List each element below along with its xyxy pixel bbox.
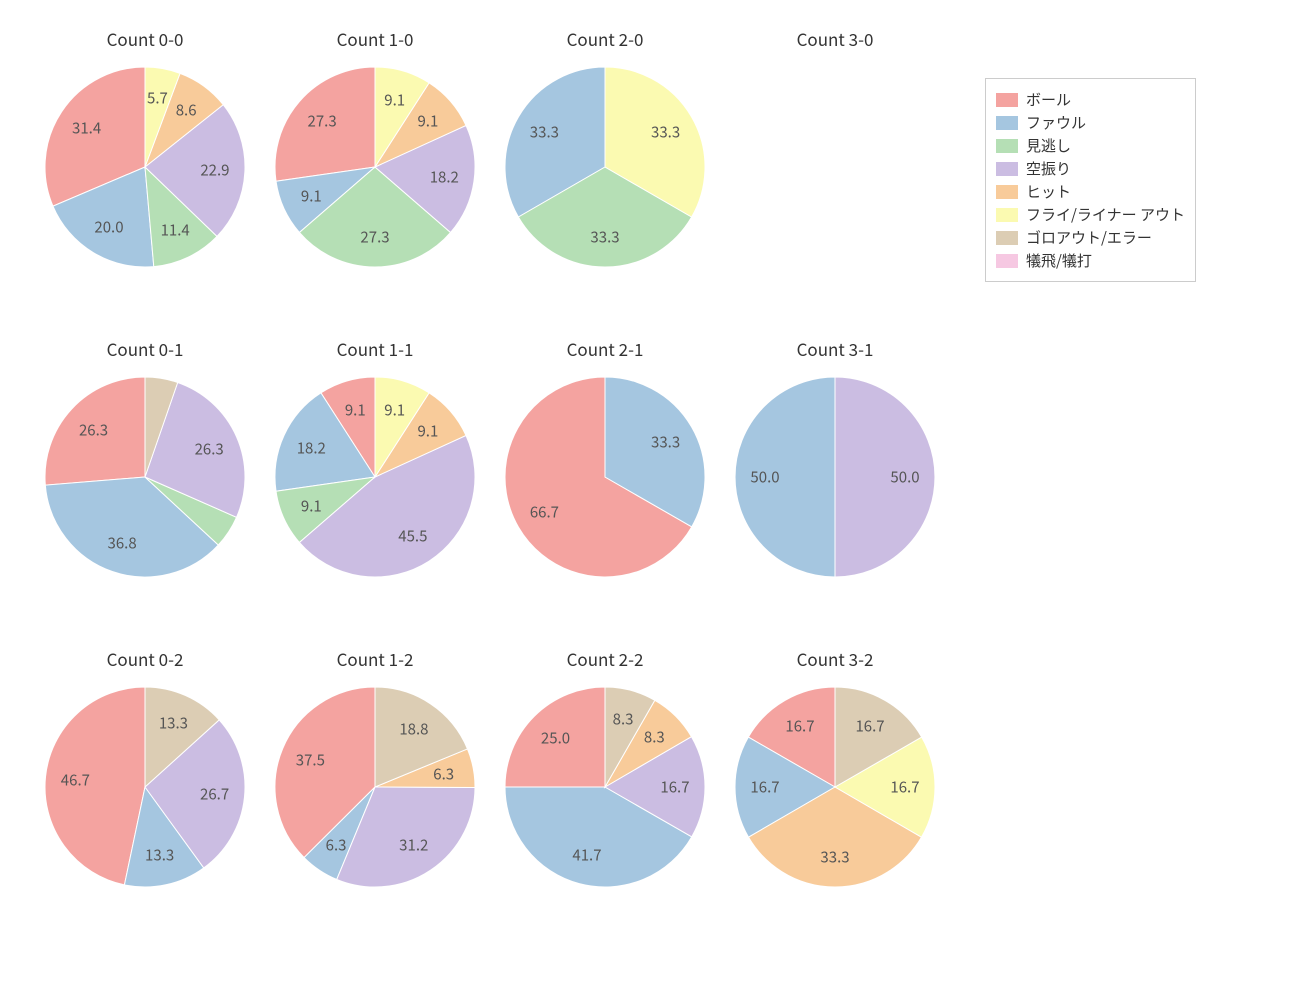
legend-label: 犠飛/犠打 [1026,250,1092,271]
chart-count-3-0: Count 3-0 [720,20,950,310]
legend-item-swing: 空振り [996,158,1185,179]
legend-item-ball: ボール [996,89,1185,110]
chart-title: Count 1-0 [260,20,490,57]
chart-count-3-2: Count 3-216.716.733.316.716.7 [720,640,950,930]
pie-slice-ball [275,67,375,181]
pie-holder [725,57,945,277]
chart-count-3-1: Count 3-150.050.0 [720,330,950,620]
legend-swatch [996,162,1018,176]
pie-slice-swing [835,377,935,577]
legend-label: 空振り [1026,158,1071,179]
chart-title: Count 0-1 [30,330,260,367]
chart-title: Count 0-2 [30,640,260,677]
chart-title: Count 3-2 [720,640,950,677]
legend-item-look: 見逃し [996,135,1185,156]
chart-title: Count 3-0 [720,20,950,57]
chart-count-2-1: Count 2-166.733.3 [490,330,720,620]
legend-label: ヒット [1026,181,1071,202]
chart-count-2-0: Count 2-033.333.333.3 [490,20,720,310]
chart-count-0-1: Count 0-126.336.826.3 [30,330,260,620]
chart-title: Count 2-1 [490,330,720,367]
legend: ボールファウル見逃し空振りヒットフライ/ライナー アウトゴロアウト/エラー犠飛/… [985,78,1196,282]
pie-holder: 31.420.011.422.98.65.7 [35,57,255,277]
pie-grid-figure: Count 0-031.420.011.422.98.65.7Count 1-0… [0,0,1300,1000]
pie-holder: 50.050.0 [725,367,945,587]
legend-item-sac: 犠飛/犠打 [996,250,1185,271]
pie-holder: 66.733.3 [495,367,715,587]
legend-swatch [996,93,1018,107]
pie-slice-ball [505,687,605,787]
pie-holder: 46.713.326.713.3 [35,677,255,897]
pie-holder: 27.39.127.318.29.19.1 [265,57,485,277]
legend-label: ファウル [1026,112,1086,133]
pie-slice-ball [45,377,145,485]
pie-slice-ball [45,687,145,885]
chart-count-1-0: Count 1-027.39.127.318.29.19.1 [260,20,490,310]
legend-label: ゴロアウト/エラー [1026,227,1152,248]
chart-title: Count 3-1 [720,330,950,367]
legend-swatch [996,116,1018,130]
pie-holder: 33.333.333.3 [495,57,715,277]
legend-swatch [996,208,1018,222]
legend-label: フライ/ライナー アウト [1026,204,1185,225]
chart-count-1-1: Count 1-19.118.29.145.59.19.1 [260,330,490,620]
chart-title: Count 1-2 [260,640,490,677]
legend-swatch [996,254,1018,268]
chart-title: Count 2-2 [490,640,720,677]
legend-item-ground: ゴロアウト/エラー [996,227,1185,248]
legend-swatch [996,185,1018,199]
legend-label: ボール [1026,89,1071,110]
pie-grid: Count 0-031.420.011.422.98.65.7Count 1-0… [30,20,950,940]
pie-slice-foul [735,377,835,577]
chart-title: Count 1-1 [260,330,490,367]
chart-count-0-2: Count 0-246.713.326.713.3 [30,640,260,930]
legend-label: 見逃し [1026,135,1071,156]
legend-swatch [996,231,1018,245]
pie-holder: 9.118.29.145.59.19.1 [265,367,485,587]
legend-item-foul: ファウル [996,112,1185,133]
chart-title: Count 2-0 [490,20,720,57]
chart-count-2-2: Count 2-225.041.716.78.38.3 [490,640,720,930]
chart-title: Count 0-0 [30,20,260,57]
pie-holder: 26.336.826.3 [35,367,255,587]
legend-item-flyout: フライ/ライナー アウト [996,204,1185,225]
pie-holder: 37.56.331.26.318.8 [265,677,485,897]
legend-item-hit: ヒット [996,181,1185,202]
chart-count-0-0: Count 0-031.420.011.422.98.65.7 [30,20,260,310]
legend-swatch [996,139,1018,153]
pie-holder: 16.716.733.316.716.7 [725,677,945,897]
chart-count-1-2: Count 1-237.56.331.26.318.8 [260,640,490,930]
pie-holder: 25.041.716.78.38.3 [495,677,715,897]
